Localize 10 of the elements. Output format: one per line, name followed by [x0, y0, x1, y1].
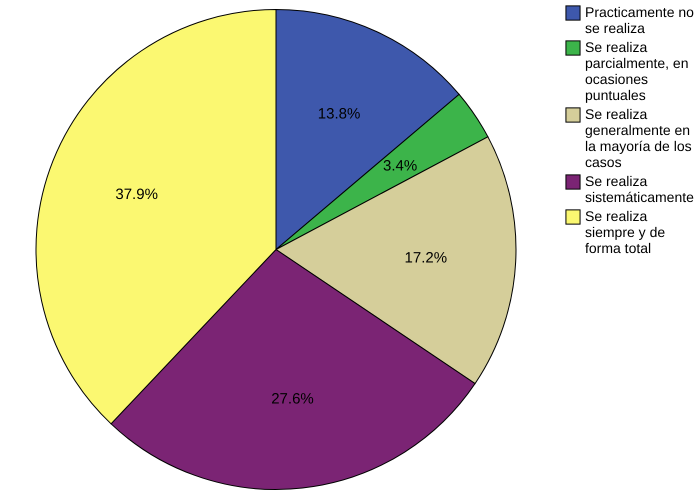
data-label: 13.8% [318, 105, 360, 122]
legend-label: Se realiza generalmente en la mayoría de los casos [585, 106, 692, 170]
data-label: 37.9% [115, 186, 158, 204]
data-label: 27.6% [271, 390, 314, 408]
data-label: 3.4% [383, 157, 418, 174]
legend-label: Se realiza siempre y de forma total [585, 208, 666, 256]
data-label: 17.2% [404, 249, 448, 266]
legend-label: Se realiza sistemáticamente [585, 173, 694, 205]
legend-label: Practicamente no se realiza [585, 4, 694, 36]
legend-label: Se realiza parcialmente, en ocasiones puntuales [585, 39, 689, 103]
